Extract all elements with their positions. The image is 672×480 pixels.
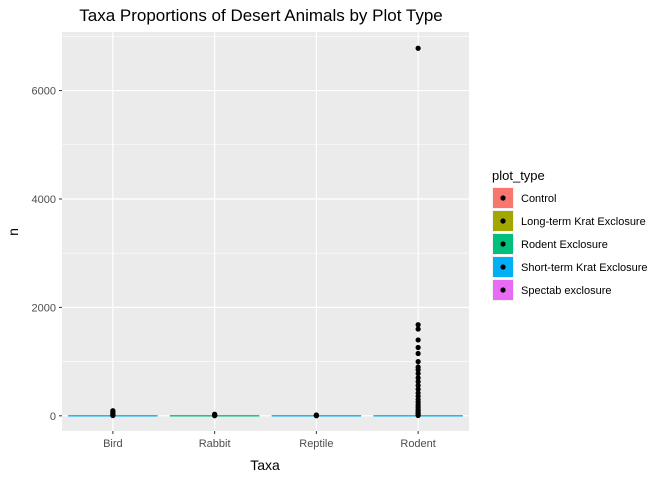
legend-label: Spectab exclosure: [521, 285, 612, 297]
outlier-point: [415, 412, 421, 419]
chart-title: Taxa Proportions of Desert Animals by Pl…: [79, 6, 442, 25]
y-tick-label: 6000: [32, 86, 56, 98]
x-tick-label: Rodent: [400, 438, 435, 450]
grid-lines: [62, 32, 469, 431]
legend-key-dot: [500, 218, 506, 224]
x-axis-title: Taxa: [250, 457, 280, 473]
x-axis: Bird Rabbit Reptile Rodent: [103, 431, 436, 450]
outlier-point: [415, 350, 421, 357]
y-tick-label: 2000: [32, 302, 56, 314]
legend-key-dot: [500, 195, 506, 201]
legend-label: Short-term Krat Exclosure: [521, 262, 648, 274]
outlier-point: [415, 386, 421, 392]
outlier-point: [415, 359, 421, 365]
outlier-point: [415, 337, 421, 343]
outlier-point: [415, 370, 421, 377]
outlier-point: [110, 412, 116, 419]
x-tick-label: Bird: [103, 438, 123, 450]
outlier-layer: [110, 45, 421, 419]
legend: plot_type Control Long-term Krat Exclosur…: [492, 168, 648, 301]
legend-label: Rodent Exclosure: [521, 239, 608, 251]
legend-key-dot: [500, 264, 506, 270]
legend-label: Control: [521, 193, 556, 205]
outlier-point: [415, 326, 421, 332]
outlier-point: [415, 322, 421, 328]
outlier-point: [415, 344, 421, 351]
plot-panel: [62, 32, 469, 431]
outlier-point: [415, 375, 421, 381]
y-axis-title: n: [5, 228, 21, 236]
outlier-point: [415, 382, 421, 389]
legend-key-dot: [500, 241, 506, 247]
outlier-point: [415, 379, 421, 385]
outlier-point: [415, 367, 421, 373]
outlier-point: [415, 45, 421, 51]
outlier-point: [212, 413, 218, 419]
x-tick-label: Rabbit: [199, 438, 231, 450]
legend-label: Long-term Krat Exclosure: [521, 216, 646, 228]
legend-key-dot: [500, 287, 506, 293]
x-tick-label: Reptile: [299, 438, 333, 450]
y-axis: 0 2000 4000 6000: [32, 86, 62, 423]
legend-title: plot_type: [492, 168, 545, 183]
y-tick-label: 4000: [32, 194, 56, 206]
outlier-point: [313, 413, 319, 419]
y-tick-label: 0: [50, 411, 56, 423]
